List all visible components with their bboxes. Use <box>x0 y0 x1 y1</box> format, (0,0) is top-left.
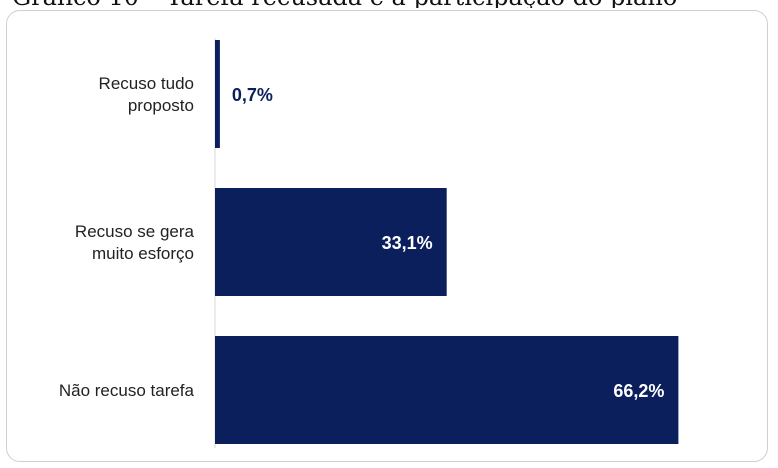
value-label-0: 0,7% <box>232 85 273 105</box>
value-label-1: 33,1% <box>382 233 433 253</box>
bar-0 <box>215 40 220 148</box>
category-label-line: Recuso se gera <box>75 222 195 241</box>
category-label-line: proposto <box>128 96 194 115</box>
value-label-2: 66,2% <box>613 381 664 401</box>
figure-caption: Gráfico 10 – Tarefa recusada e a partici… <box>0 0 778 8</box>
bar-2 <box>215 336 679 444</box>
category-label-line: muito esforço <box>92 244 194 263</box>
bar-1 <box>215 188 447 296</box>
category-label-line: Não recuso tarefa <box>59 381 195 400</box>
category-label-0: Recuso tudo proposto <box>99 74 194 115</box>
category-label-1: Recuso se gera muito esforço <box>75 222 195 263</box>
category-label-line: Recuso tudo <box>99 74 194 93</box>
category-label-2: Não recuso tarefa <box>59 381 195 400</box>
